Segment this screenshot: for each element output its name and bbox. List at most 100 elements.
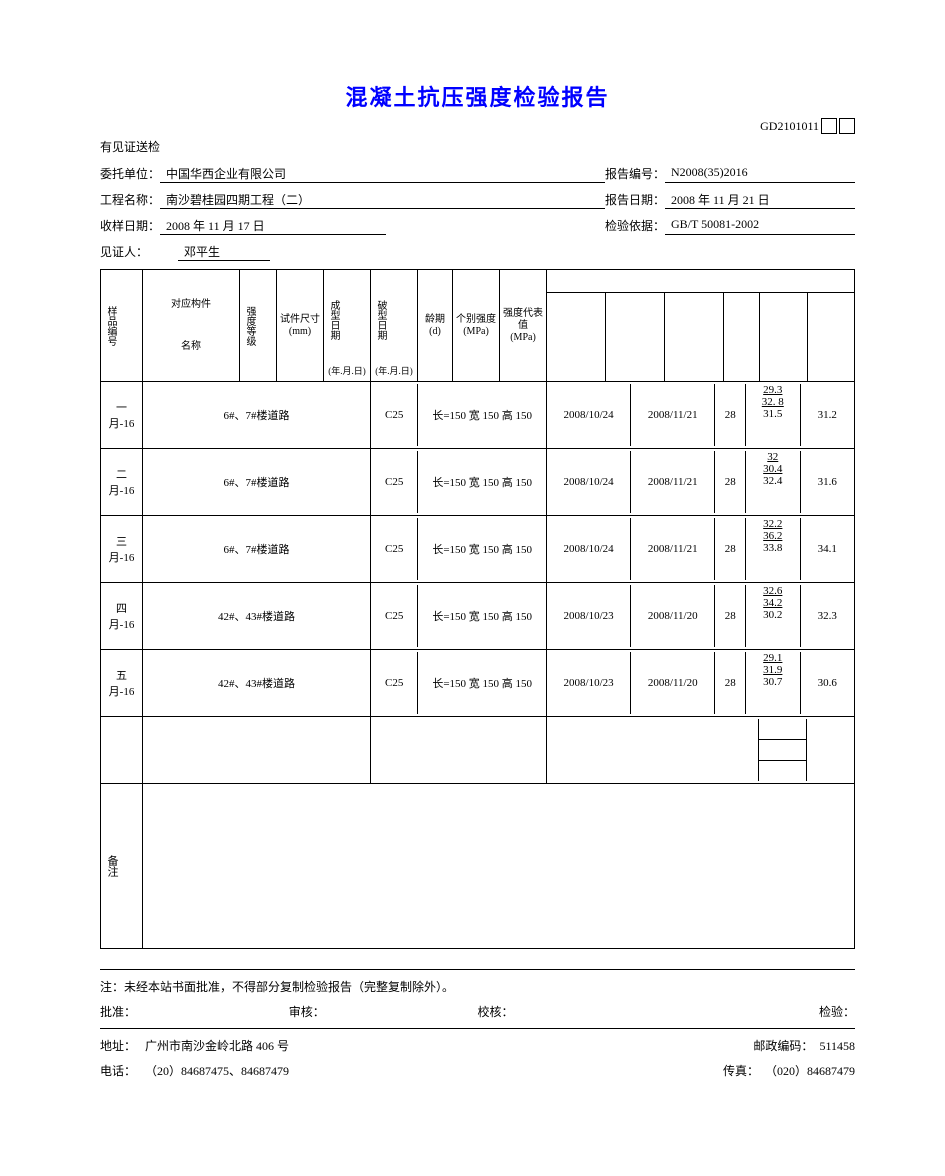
th-cast-b: (年.月.日) bbox=[327, 365, 367, 377]
client-label: 委托单位： bbox=[100, 165, 160, 183]
cell-size: 长=150 宽 150 高 150 bbox=[418, 451, 546, 513]
form-code: GD2101011 bbox=[760, 119, 819, 134]
cell-size: 长=150 宽 150 高 150 bbox=[418, 652, 546, 714]
cell-age: 28 bbox=[715, 585, 746, 647]
cell-no: 三月-16 bbox=[101, 516, 143, 583]
tel-value: （20）84687475、84687479 bbox=[145, 1064, 289, 1078]
cell-part: 42#、43#楼道路 bbox=[143, 583, 371, 650]
cell-part: 6#、7#楼道路 bbox=[143, 382, 371, 449]
th-rep-b: (MPa) bbox=[503, 332, 543, 344]
fax-value: （020）84687479 bbox=[765, 1064, 855, 1078]
cell-size: 长=150 宽 150 高 150 bbox=[418, 384, 546, 446]
report-no-value: N2008(35)2016 bbox=[665, 165, 855, 183]
cell-age: 28 bbox=[715, 652, 746, 714]
client-value: 中国华西企业有限公司 bbox=[160, 165, 605, 183]
addr-label: 地址： bbox=[100, 1039, 136, 1053]
report-date-label: 报告日期： bbox=[605, 191, 665, 209]
inspect-label: 检验： bbox=[666, 1003, 855, 1020]
cell-grade: C25 bbox=[371, 451, 418, 513]
code-box-1 bbox=[821, 118, 837, 134]
report-date-value: 2008 年 11 月 21 日 bbox=[665, 191, 855, 209]
cell-cast: 2008/10/24 bbox=[547, 451, 631, 513]
table-row: 五月-1642#、43#楼道路C25长=150 宽 150 高 1502008/… bbox=[101, 650, 855, 717]
cell-part: 42#、43#楼道路 bbox=[143, 650, 371, 717]
cell-values: 29.332. 831.5 bbox=[746, 384, 800, 446]
cell-cast: 2008/10/24 bbox=[547, 518, 631, 580]
cell-rep: 34.1 bbox=[801, 518, 854, 580]
cell-rep: 31.6 bbox=[801, 451, 854, 513]
basis-label: 检验依据： bbox=[605, 217, 665, 235]
cell-values: 3230.432.4 bbox=[746, 451, 800, 513]
th-size-b: (mm) bbox=[280, 326, 320, 338]
cell-break: 2008/11/20 bbox=[631, 585, 715, 647]
table-row: 三月-166#、7#楼道路C25长=150 宽 150 高 1502008/10… bbox=[101, 516, 855, 583]
table-row: 四月-1642#、43#楼道路C25长=150 宽 150 高 1502008/… bbox=[101, 583, 855, 650]
empty-row bbox=[101, 717, 855, 784]
data-table: 样品编号 对应构件 名称 强度等级 试件尺寸 (mm) 成型日期 (年.月.日)… bbox=[100, 269, 855, 949]
cell-grade: C25 bbox=[371, 384, 418, 446]
cell-values: 29.131.930.7 bbox=[746, 652, 800, 714]
project-value: 南沙碧桂园四期工程（二） bbox=[160, 191, 605, 209]
check-label: 校核： bbox=[478, 1003, 667, 1020]
cell-size: 长=150 宽 150 高 150 bbox=[418, 518, 546, 580]
cell-values: 32.236.233.8 bbox=[746, 518, 800, 580]
cell-cast: 2008/10/23 bbox=[547, 585, 631, 647]
review-label: 审核： bbox=[289, 1003, 478, 1020]
cell-grade: C25 bbox=[371, 585, 418, 647]
approve-label: 批准： bbox=[100, 1003, 289, 1020]
th-part-a: 对应构件 bbox=[146, 299, 236, 311]
remark-row: 备注 bbox=[101, 784, 855, 949]
cell-no: 一月-16 bbox=[101, 382, 143, 449]
cell-cast: 2008/10/24 bbox=[547, 384, 631, 446]
cell-break: 2008/11/21 bbox=[631, 451, 715, 513]
tel-label: 电话： bbox=[100, 1064, 136, 1078]
cell-cast: 2008/10/23 bbox=[547, 652, 631, 714]
th-age-a: 龄期 bbox=[421, 314, 449, 326]
cell-age: 28 bbox=[715, 518, 746, 580]
th-ind-b: (MPa) bbox=[456, 326, 496, 338]
code-box-2 bbox=[839, 118, 855, 134]
remark-label: 备注 bbox=[104, 855, 120, 877]
th-part-b: 名称 bbox=[146, 341, 236, 353]
cell-rep: 31.2 bbox=[801, 384, 854, 446]
cell-rep: 30.6 bbox=[801, 652, 854, 714]
basis-value: GB/T 50081-2002 bbox=[665, 217, 855, 235]
sample-date-label: 收样日期： bbox=[100, 217, 160, 235]
cell-part: 6#、7#楼道路 bbox=[143, 449, 371, 516]
cell-no: 二月-16 bbox=[101, 449, 143, 516]
th-ind-a: 个别强度 bbox=[456, 314, 496, 326]
cell-values: 32.634.230.2 bbox=[746, 585, 800, 647]
addr-value: 广州市南沙金岭北路 406 号 bbox=[145, 1039, 289, 1053]
table-row: 二月-166#、7#楼道路C25长=150 宽 150 高 1502008/10… bbox=[101, 449, 855, 516]
cell-break: 2008/11/21 bbox=[631, 384, 715, 446]
form-code-row: GD2101011 bbox=[100, 118, 855, 134]
cell-grade: C25 bbox=[371, 652, 418, 714]
report-no-label: 报告编号： bbox=[605, 165, 665, 183]
footer-note: 注：未经本站书面批准，不得部分复制检验报告（完整复制除外）。 bbox=[100, 978, 855, 995]
cell-break: 2008/11/20 bbox=[631, 652, 715, 714]
cell-age: 28 bbox=[715, 384, 746, 446]
th-size-a: 试件尺寸 bbox=[280, 314, 320, 326]
project-label: 工程名称： bbox=[100, 191, 160, 209]
cell-break: 2008/11/21 bbox=[631, 518, 715, 580]
th-age-b: (d) bbox=[421, 326, 449, 338]
cell-no: 五月-16 bbox=[101, 650, 143, 717]
witness-label: 见证人： bbox=[100, 243, 148, 261]
table-row: 一月-166#、7#楼道路C25长=150 宽 150 高 1502008/10… bbox=[101, 382, 855, 449]
cell-age: 28 bbox=[715, 451, 746, 513]
th-cast-a: 成型日期 bbox=[327, 275, 339, 365]
th-grade: 强度等级 bbox=[243, 281, 255, 371]
sample-date-value: 2008 年 11 月 17 日 bbox=[160, 217, 386, 235]
th-break-a: 破型日期 bbox=[374, 275, 386, 365]
witness-type: 有见证送检 bbox=[100, 138, 855, 155]
witness-value: 邓平生 bbox=[178, 243, 270, 261]
cell-rep: 32.3 bbox=[801, 585, 854, 647]
th-sample-no: 样品编号 bbox=[104, 281, 116, 371]
cell-grade: C25 bbox=[371, 518, 418, 580]
cell-part: 6#、7#楼道路 bbox=[143, 516, 371, 583]
zip-value: 511458 bbox=[819, 1039, 855, 1053]
th-break-b: (年.月.日) bbox=[374, 365, 414, 377]
footer: 注：未经本站书面批准，不得部分复制检验报告（完整复制除外）。 批准： 审核： 校… bbox=[100, 969, 855, 1079]
cell-size: 长=150 宽 150 高 150 bbox=[418, 585, 546, 647]
zip-label: 邮政编码： bbox=[753, 1039, 813, 1053]
